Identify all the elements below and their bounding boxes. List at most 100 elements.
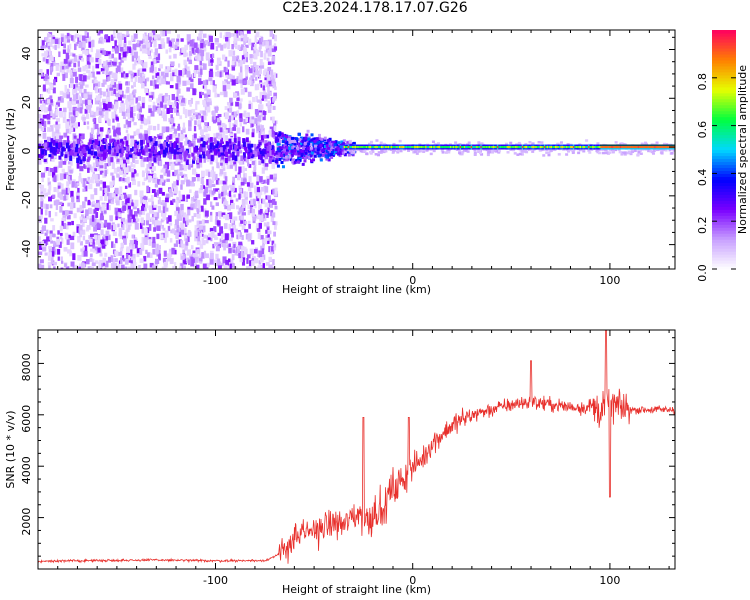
heatmap-cell (44, 192, 49, 197)
heatmap-cell (120, 46, 124, 52)
heatmap-cell (171, 93, 175, 101)
heatmap-cell (111, 197, 115, 202)
heatmap-cell (141, 157, 145, 163)
heatmap-cell (125, 253, 129, 259)
heatmap-cell (264, 202, 269, 208)
heatmap-cell (55, 124, 60, 130)
heatmap-cell (86, 60, 91, 65)
heatmap-cell (254, 267, 258, 269)
heatmap-cell (190, 117, 194, 121)
heatmap-cell (417, 150, 421, 153)
heatmap-cell (540, 141, 544, 144)
heatmap-cell (102, 50, 106, 55)
heatmap-cell (322, 148, 326, 152)
heatmap-cell (242, 166, 245, 173)
heatmap-cell (44, 209, 48, 216)
heatmap-cell (53, 261, 57, 266)
heatmap-cell (156, 225, 161, 231)
heatmap-cell (124, 266, 128, 269)
heatmap-cell (290, 142, 294, 146)
heatmap-cell (229, 195, 233, 200)
heatmap-cell (53, 266, 56, 269)
heatmap-cell (417, 148, 421, 152)
heatmap-cell (102, 79, 107, 85)
heatmap-cell (57, 185, 61, 189)
heatmap-cell (131, 91, 135, 95)
heatmap-cell (246, 30, 251, 34)
heatmap-cell (132, 179, 137, 186)
heatmap-cell (48, 104, 52, 112)
heatmap-cell (52, 113, 55, 119)
heatmap-cell (243, 80, 248, 85)
heatmap-cell (155, 258, 160, 265)
heatmap-cell (124, 205, 128, 210)
heatmap-cell (88, 73, 93, 78)
heatmap-cell (248, 145, 252, 150)
heatmap-cell (221, 145, 225, 152)
heatmap-cell (178, 194, 183, 200)
heatmap-cell (429, 152, 433, 156)
heatmap-cell (212, 119, 217, 124)
heatmap-cell (224, 158, 228, 164)
heatmap-cell (242, 141, 246, 147)
heatmap-cell (199, 30, 203, 34)
heatmap-cell (159, 143, 163, 149)
heatmap-cell (306, 146, 310, 150)
heatmap-cell (223, 35, 227, 40)
heatmap-cell (222, 239, 226, 247)
heatmap-cell (126, 146, 130, 152)
heatmap-cell (51, 60, 56, 67)
heatmap-cell (128, 70, 133, 74)
heatmap-cell (114, 258, 118, 263)
heatmap-cell (363, 149, 367, 153)
heatmap-cell (154, 84, 159, 89)
heatmap-cell (380, 149, 384, 152)
heatmap-cell (222, 130, 226, 138)
heatmap-cell (202, 110, 207, 117)
heatmap-cell (203, 125, 208, 133)
heatmap-cell (172, 72, 177, 77)
heatmap-cell (108, 71, 113, 75)
heatmap-cell (154, 261, 158, 268)
heatmap-cell (121, 111, 126, 116)
heatmap-cell (258, 46, 262, 53)
heatmap-cell (202, 99, 206, 105)
heatmap-cell (46, 146, 50, 151)
heatmap-cell (52, 151, 56, 155)
heatmap-cell (163, 263, 168, 268)
heatmap-cell (203, 138, 207, 143)
heatmap-cell (96, 265, 100, 269)
heatmap-cell (38, 263, 42, 269)
heatmap-cell (151, 219, 155, 225)
heatmap-cell (173, 247, 177, 252)
heatmap-cell (176, 151, 180, 157)
heatmap-cell (69, 203, 74, 210)
heatmap-cell (210, 59, 214, 63)
heatmap-cell (273, 224, 277, 230)
heatmap-cell (49, 147, 53, 153)
heatmap-cell (188, 219, 192, 223)
heatmap-cell (140, 196, 143, 204)
heatmap-cell (222, 85, 227, 92)
heatmap-cell (429, 148, 433, 151)
heatmap-cell (180, 184, 183, 190)
heatmap-cell (235, 146, 239, 152)
heatmap-cell (207, 41, 210, 47)
heatmap-cell (282, 148, 286, 152)
heatmap-cell (245, 128, 250, 135)
heatmap-cell (165, 140, 169, 147)
heatmap-cell (42, 188, 47, 193)
heatmap-cell (122, 177, 125, 181)
heatmap-cell (281, 165, 285, 169)
heatmap-cell (75, 76, 79, 83)
heatmap-cell (249, 58, 253, 65)
heatmap-cell (170, 148, 174, 154)
heatmap-cell (262, 148, 266, 154)
heatmap-cell (182, 216, 186, 224)
heatmap-cell (91, 238, 95, 245)
heatmap-cell (52, 146, 56, 152)
heatmap-cell (230, 101, 234, 106)
heatmap-cell (42, 84, 46, 91)
heatmap-cell (491, 151, 495, 154)
heatmap-cell (337, 152, 341, 156)
